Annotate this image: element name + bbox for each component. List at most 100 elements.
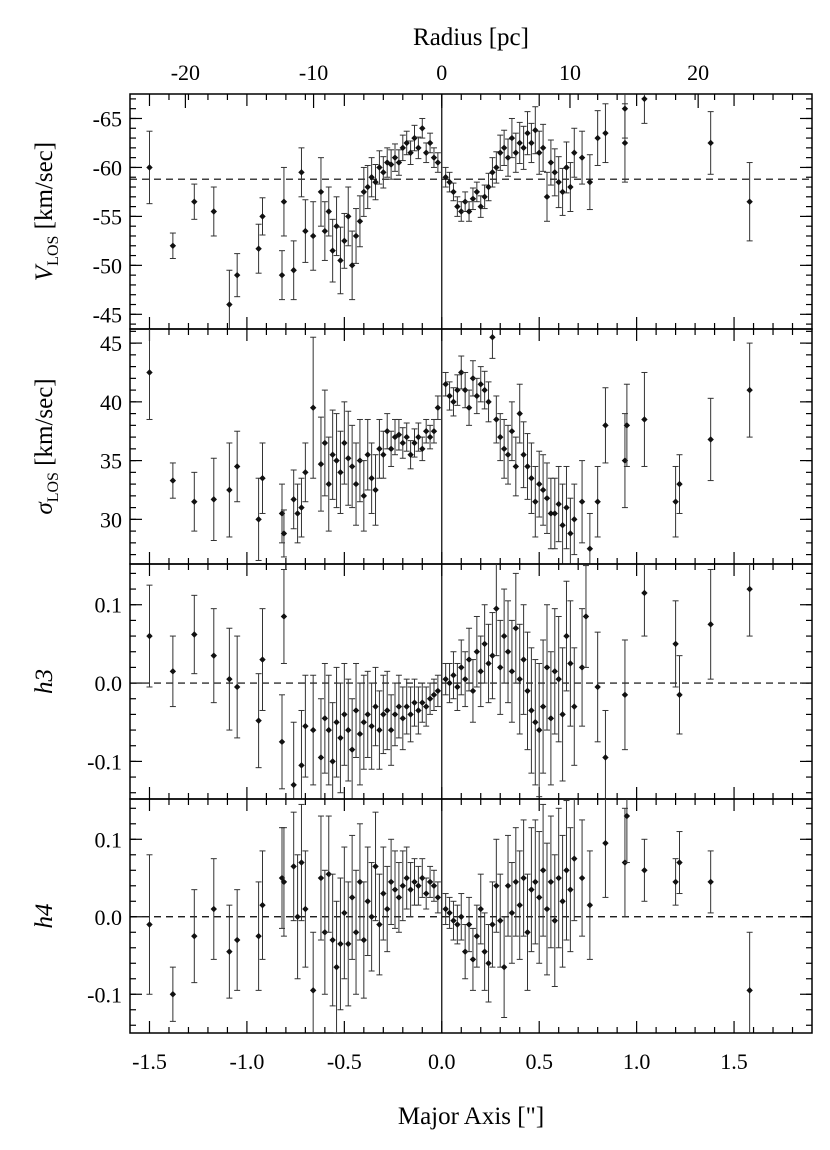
data-point [146, 164, 153, 171]
data-point [559, 898, 566, 905]
data-point [403, 874, 410, 882]
data-point [461, 386, 469, 394]
data-point [536, 480, 543, 488]
data-point [539, 703, 547, 710]
data-point [430, 428, 438, 435]
data-point [309, 404, 317, 411]
data-point [500, 963, 508, 971]
y-tick-label: 40 [100, 390, 122, 415]
data-point [278, 271, 286, 279]
data-point [226, 486, 233, 494]
data-point [516, 410, 523, 417]
data-point [539, 486, 547, 494]
data-point [504, 154, 512, 161]
data-point [294, 510, 301, 517]
data-point [233, 463, 241, 470]
data-point [169, 242, 177, 249]
data-point [309, 987, 317, 994]
data-point [469, 195, 477, 202]
data-point [434, 894, 442, 901]
data-point [280, 878, 288, 886]
data-point [384, 707, 391, 714]
data-point [547, 159, 555, 166]
data-point [329, 247, 336, 254]
data-point [325, 726, 332, 734]
data-point [500, 144, 508, 152]
data-point [411, 699, 418, 706]
data-point [341, 439, 348, 447]
data-point [641, 95, 648, 103]
panel-points [146, 329, 753, 564]
data-point [341, 909, 348, 917]
data-point [426, 695, 434, 702]
data-point [325, 208, 332, 215]
data-point [621, 139, 629, 147]
data-point [450, 917, 457, 924]
data-point [226, 301, 233, 308]
data-point [387, 878, 395, 886]
data-point [352, 232, 360, 240]
data-point [539, 867, 547, 874]
data-point [707, 878, 714, 886]
y-axis-unit: [km/sec] [31, 378, 58, 472]
data-point [621, 105, 629, 112]
data-point [259, 656, 266, 663]
data-point [578, 664, 586, 671]
data-point [454, 683, 461, 691]
data-point [191, 198, 198, 205]
data-point [146, 632, 153, 640]
data-point [493, 164, 500, 171]
data-point [259, 213, 266, 220]
data-point [280, 198, 288, 205]
data-point [321, 715, 329, 722]
y-tick-label: 0.0 [95, 905, 123, 930]
data-point [317, 874, 325, 882]
y-axis-title-h3: h3 [31, 669, 58, 694]
data-point [578, 154, 586, 161]
data-point [567, 886, 574, 893]
data-point [532, 127, 539, 134]
data-point [536, 149, 543, 156]
data-point [469, 956, 477, 963]
data-point [485, 398, 492, 406]
data-point [372, 863, 379, 870]
data-point [563, 867, 570, 874]
data-point [384, 905, 391, 913]
data-point [210, 208, 217, 215]
data-point [532, 719, 539, 726]
data-point [485, 960, 492, 967]
top-axis-title: Radius [pc] [413, 24, 529, 51]
data-point [473, 932, 481, 940]
data-point [504, 882, 512, 889]
y-axis-title-vlos: VLOS [km/sec] [31, 142, 62, 281]
y-axis-title-sigma: σLOS [km/sec] [31, 378, 62, 514]
data-point [481, 386, 488, 394]
data-point [563, 164, 570, 171]
data-point [422, 890, 430, 897]
y-tick-label: 30 [100, 507, 122, 532]
y-tick-label: -50 [93, 253, 122, 278]
data-point [676, 480, 683, 488]
data-point [571, 855, 578, 862]
data-point [481, 640, 488, 648]
data-point [551, 668, 558, 675]
data-point [345, 940, 352, 948]
data-point [352, 929, 360, 936]
data-point [333, 963, 340, 971]
data-point [345, 726, 352, 734]
data-point [325, 480, 332, 488]
data-point [233, 271, 241, 279]
data-point [528, 475, 535, 482]
data-point [391, 711, 399, 718]
data-point [555, 178, 562, 186]
data-point [489, 334, 496, 341]
data-point [469, 375, 477, 382]
data-point [512, 463, 520, 470]
data-point [477, 905, 484, 913]
data-point [317, 460, 325, 468]
data-point [364, 183, 371, 191]
data-point [623, 812, 631, 820]
y-axis-symbol: h3 [31, 669, 58, 694]
